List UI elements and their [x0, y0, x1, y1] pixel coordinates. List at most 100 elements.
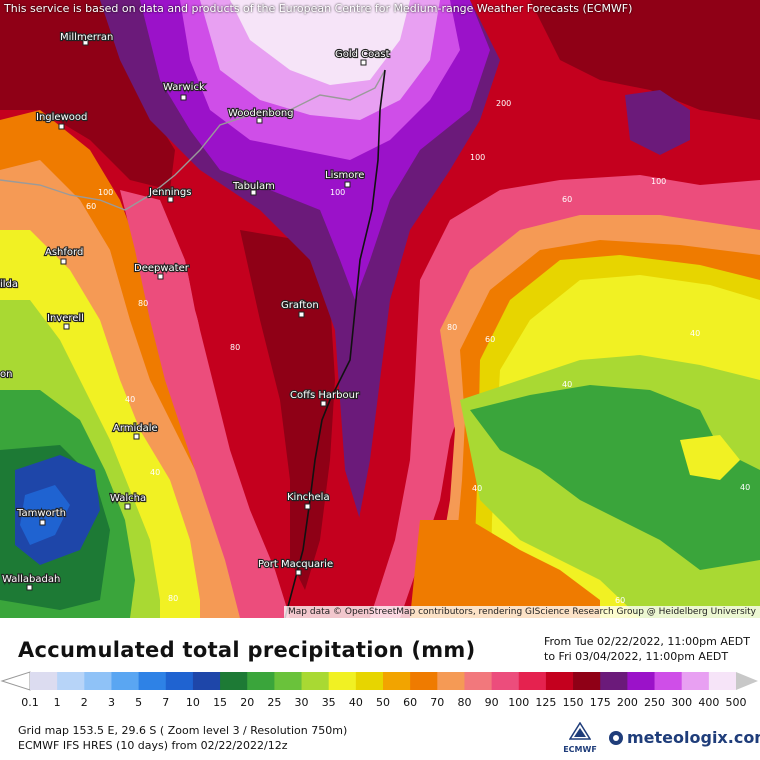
label-wallabadah: Wallabadah [2, 574, 60, 585]
legend-swatch [57, 672, 85, 690]
zone-darkred-east [530, 0, 760, 120]
legend-tick-label: 30 [294, 696, 309, 709]
zone-darkred-central [240, 230, 335, 590]
town-dot-tamworth [39, 519, 46, 526]
ecmwf-attribution: This service is based on data and produc… [4, 2, 633, 15]
contour-label: 200 [496, 99, 511, 108]
legend-swatch [573, 672, 601, 690]
town-markers [26, 39, 367, 591]
coastline [284, 69, 386, 618]
town-dot-millmerran [82, 39, 89, 46]
contour-label: 40 [125, 395, 135, 404]
legend-swatch [437, 672, 465, 690]
town-dot-jennings [167, 196, 174, 203]
legend-swatch [518, 672, 547, 690]
legend-swatch [600, 672, 628, 690]
town-dot-deepwater [157, 273, 164, 280]
town-dot-inglewood [58, 123, 65, 130]
legend-tick-label: 60 [403, 696, 418, 709]
legend-swatch [410, 672, 438, 690]
ecmwf-globe-icon [568, 721, 592, 740]
legend-tick-label: 250 [644, 696, 666, 709]
legend-tick-label: 25 [267, 696, 282, 709]
legend-tick-label: 2 [80, 696, 88, 709]
legend-swatch [30, 672, 58, 690]
label-gold-coast: Gold Coast [335, 49, 390, 60]
legend-swatch [328, 672, 357, 690]
precipitation-map[interactable]: Millmerran Gold Coast Warwick Inglewood … [0, 0, 760, 618]
zone-yellow-patch-east [680, 435, 740, 480]
town-dot-port-macquarie [295, 569, 302, 576]
town-dot-woodenbong [256, 117, 263, 124]
meteologix-logo-icon [609, 730, 623, 745]
legend-swatch [708, 672, 737, 690]
contour-label: 100 [651, 177, 666, 186]
period-to: to Fri 03/04/2022, 11:00pm AEDT [544, 650, 729, 663]
zone-red-east [340, 0, 760, 618]
legend-tick-label: 0.1 [21, 696, 39, 709]
contour-label: 60 [86, 202, 96, 211]
town-dot-warwick [180, 94, 187, 101]
legend-tick-label: 3 [107, 696, 115, 709]
town-dot-coffs-harbour [320, 400, 327, 407]
legend-swatch [681, 672, 710, 690]
map-data-attribution[interactable]: Map data © OpenStreetMap contributors, r… [284, 606, 760, 618]
zone-pink-central [120, 190, 290, 618]
legend-tick-label: 150 [562, 696, 584, 709]
zone-midblue-tamworth [20, 485, 70, 545]
legend-tick-label: 300 [671, 696, 693, 709]
meteologix-logo[interactable]: meteologix.com [608, 728, 760, 747]
legend-tick-label: 125 [535, 696, 557, 709]
contour-label: 60 [562, 195, 572, 204]
label-inverell: Inverell [47, 313, 84, 324]
town-dot-lismore [344, 181, 351, 188]
legend-tick-label: 40 [348, 696, 363, 709]
town-dot-armidale [133, 433, 140, 440]
legend-tick-label: 175 [589, 696, 611, 709]
legend-tick-label: 80 [457, 696, 472, 709]
zone-green-east [470, 385, 760, 570]
contour-label: 100 [470, 153, 485, 162]
label-walcha: Walcha [110, 493, 146, 504]
legend-swatch [545, 672, 574, 690]
label-woodenbong: Woodenbong [228, 108, 294, 119]
town-dot-tabulam [250, 189, 257, 196]
ecmwf-logo[interactable]: ECMWF [560, 721, 600, 754]
zone-darkpurple-east [625, 90, 690, 155]
legend-tick-label: 200 [616, 696, 638, 709]
contour-label: 40 [150, 468, 160, 477]
contour-label: 80 [230, 343, 240, 352]
contour-label: 60 [485, 335, 495, 344]
legend-tick-label: 10 [185, 696, 200, 709]
forecast-period: From Tue 02/22/2022, 11:00pm AEDT to Fri… [544, 634, 750, 664]
period-from: From Tue 02/22/2022, 11:00pm AEDT [544, 635, 750, 648]
town-dot-grafton [298, 311, 305, 318]
label-tamworth: Tamworth [16, 508, 66, 519]
contour-label: 80 [447, 323, 457, 332]
legend-tick-label: 70 [430, 696, 445, 709]
legend-swatch [220, 672, 248, 690]
label-cut-ilda: ilda [0, 279, 18, 290]
label-grafton: Grafton [281, 300, 319, 311]
legend-swatch [274, 672, 303, 690]
legend-swatch [383, 672, 411, 690]
contour-labels: 200 100 60 100 60 80 40 80 60 40 40 40 1… [86, 99, 750, 605]
contour-label: 40 [740, 483, 750, 492]
legend-tick-label: 100 [508, 696, 530, 709]
legend-swatch [138, 672, 167, 690]
legend-swatch [84, 672, 112, 690]
label-warwick: Warwick [163, 82, 205, 93]
legend-tick-label: 5 [135, 696, 143, 709]
legend-swatch [301, 672, 330, 690]
label-inglewood: Inglewood [36, 112, 87, 123]
contour-label: 40 [690, 329, 700, 338]
state-border [0, 69, 386, 211]
label-cut-on: on [0, 369, 12, 380]
legend-tick-label: 1 [53, 696, 61, 709]
contour-label: 100 [98, 188, 113, 197]
label-lismore: Lismore [325, 170, 364, 181]
label-port-macquarie: Port Macquarie [258, 559, 333, 570]
map-canvas: Millmerran Gold Coast Warwick Inglewood … [0, 0, 760, 618]
label-millmerran: Millmerran [60, 32, 113, 43]
legend-tick-label: 20 [240, 696, 255, 709]
